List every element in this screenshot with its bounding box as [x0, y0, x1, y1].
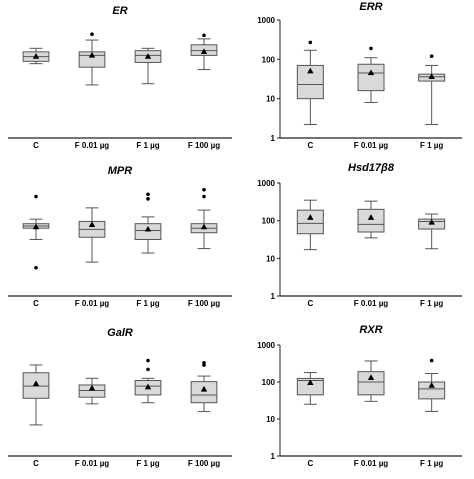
mean-marker: [144, 53, 152, 59]
outlier-point: [429, 54, 434, 59]
y-tick-label: 100: [262, 55, 276, 64]
mean-marker: [428, 218, 435, 225]
box-iqr: [418, 381, 446, 400]
box-iqr: [296, 64, 324, 100]
mean-marker: [200, 223, 208, 230]
y-tick-label: 10: [266, 415, 275, 424]
mean-marker: [428, 382, 435, 388]
y-tick-label: 100: [262, 217, 276, 226]
mean-marker: [367, 69, 375, 76]
outlier-point: [308, 40, 313, 45]
y-tick-label: 10: [266, 95, 275, 104]
mean-marker: [367, 214, 375, 220]
panel-title: RXR: [359, 324, 382, 336]
category-label: C: [307, 299, 313, 308]
panel-title: MPR: [108, 165, 133, 177]
outlier-point: [202, 194, 206, 199]
mean-marker: [200, 385, 208, 392]
category-label: F 1 µg: [420, 299, 443, 308]
box-iqr: [190, 381, 218, 404]
y-tick-label: 100: [262, 378, 276, 387]
y-tick-label: 1: [271, 292, 276, 301]
panel-title: GalR: [107, 327, 133, 339]
mean-marker: [307, 214, 314, 220]
category-label: F 100 µg: [188, 299, 220, 308]
category-label: F 0.01 µg: [75, 299, 110, 308]
category-label: F 0.01 µg: [75, 459, 110, 468]
panel-title: Hsd17β8: [348, 162, 395, 174]
category-label: F 100 µg: [188, 459, 220, 468]
category-label: F 1 µg: [136, 299, 159, 308]
mean-marker: [367, 374, 375, 380]
mean-marker: [144, 383, 152, 390]
category-label: F 100 µg: [188, 141, 220, 150]
mean-marker: [200, 48, 208, 55]
outlier-point: [34, 265, 38, 270]
category-label: F 0.01 µg: [354, 459, 389, 468]
outlier-point: [369, 46, 373, 51]
category-label: C: [33, 459, 39, 468]
mean-marker: [32, 380, 40, 387]
y-tick-label: 1: [271, 134, 276, 143]
box-iqr: [357, 208, 385, 233]
y-tick-label: 1000: [257, 16, 275, 25]
mean-marker: [88, 221, 96, 228]
mean-marker: [144, 225, 152, 232]
box-iqr: [296, 377, 324, 396]
mean-marker: [32, 223, 40, 230]
category-label: C: [33, 141, 39, 150]
panel-title: ERR: [359, 1, 382, 13]
box-iqr: [296, 209, 324, 235]
mean-marker: [88, 51, 96, 58]
y-tick-label: 1000: [257, 179, 275, 188]
outlier-point: [202, 360, 206, 365]
outlier-point: [34, 194, 38, 199]
box-iqr: [134, 223, 162, 240]
y-tick-label: 1: [271, 452, 276, 461]
outlier-point: [202, 33, 206, 38]
outlier-point: [146, 197, 150, 201]
category-label: F 0.01 µg: [354, 141, 389, 150]
category-label: F 1 µg: [420, 459, 443, 468]
mean-marker: [307, 379, 314, 386]
outlier-point: [146, 367, 150, 372]
category-label: C: [33, 299, 39, 308]
box-iqr: [357, 63, 385, 92]
category-label: F 1 µg: [136, 141, 159, 150]
category-label: F 1 µg: [420, 141, 443, 150]
y-tick-label: 1000: [257, 341, 275, 350]
category-label: F 1 µg: [136, 459, 159, 468]
category-label: F 0.01 µg: [354, 299, 389, 308]
mean-marker: [307, 67, 314, 74]
category-label: C: [307, 141, 313, 150]
mean-marker: [88, 384, 96, 391]
outlier-point: [90, 32, 94, 36]
y-tick-label: 10: [266, 254, 275, 263]
outlier-point: [146, 192, 150, 197]
outlier-point: [429, 358, 434, 363]
category-label: F 0.01 µg: [75, 141, 110, 150]
category-label: C: [307, 459, 313, 468]
outlier-point: [202, 187, 206, 192]
box-iqr: [357, 371, 385, 396]
outlier-point: [146, 358, 150, 363]
mean-marker: [32, 53, 40, 59]
mean-marker: [428, 73, 435, 79]
panel-title: ER: [112, 5, 127, 17]
